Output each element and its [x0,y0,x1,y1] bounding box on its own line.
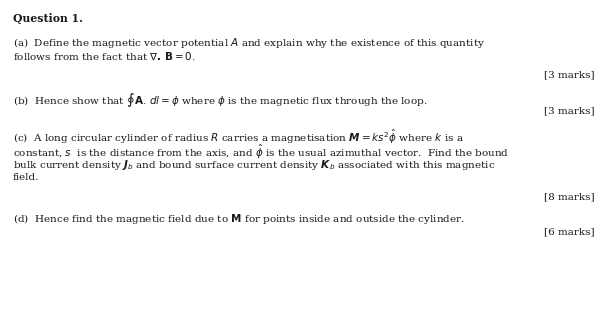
Text: (a)  Define the magnetic vector potential $\mathit{A}$ and explain why the exist: (a) Define the magnetic vector potential… [13,36,485,50]
Text: follows from the fact that $\nabla\mathbf{.}\,\mathbf{B} = 0.$: follows from the fact that $\nabla\mathb… [13,51,196,62]
Text: [6 marks]: [6 marks] [544,227,595,236]
Text: [3 marks]: [3 marks] [544,70,595,79]
Text: field.: field. [13,173,39,182]
Text: (b)  Hence show that $\oint \mathit{\mathbf{A}}.\, d\mathbf{\mathit{l}} = \phi$ : (b) Hence show that $\oint \mathit{\math… [13,91,428,109]
Text: (d)  Hence find the magnetic field due to $\mathbf{M}$ for points inside and out: (d) Hence find the magnetic field due to… [13,212,465,226]
Text: [3 marks]: [3 marks] [544,106,595,115]
Text: [8 marks]: [8 marks] [544,192,595,201]
Text: Question 1.: Question 1. [13,13,83,24]
Text: bulk current density $\boldsymbol{J}_b$ and bound surface current density $\bold: bulk current density $\boldsymbol{J}_b$ … [13,158,495,172]
Text: constant, $s$  is the distance from the axis, and $\hat{\phi}$ is the usual azim: constant, $s$ is the distance from the a… [13,143,509,161]
Text: (c)  A long circular cylinder of radius $R$ carries a magnetisation $\boldsymbol: (c) A long circular cylinder of radius $… [13,128,464,146]
